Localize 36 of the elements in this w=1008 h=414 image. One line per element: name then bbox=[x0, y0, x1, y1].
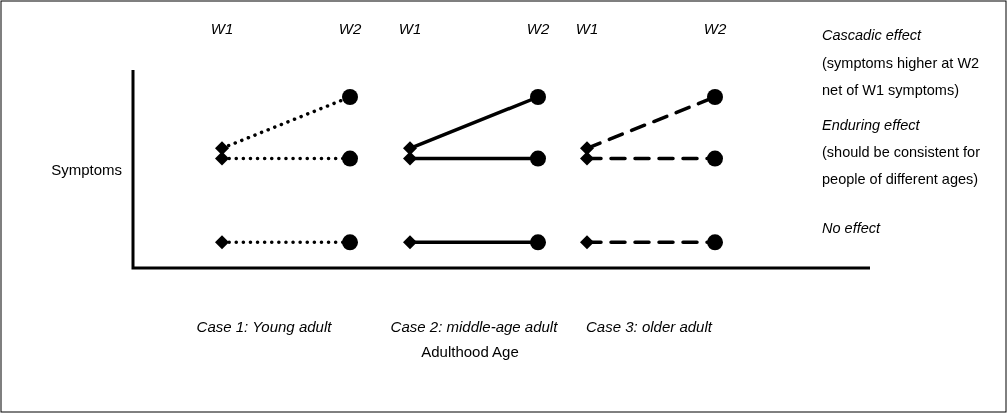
annotation: Enduring effect bbox=[822, 117, 921, 133]
point bbox=[342, 150, 358, 167]
point bbox=[403, 151, 417, 166]
x-axis-title: Case 1: Young adult bbox=[196, 318, 333, 335]
point bbox=[530, 89, 546, 105]
text: (symptoms higher at W2 bbox=[822, 55, 980, 71]
point bbox=[215, 235, 229, 250]
point bbox=[707, 89, 723, 105]
point bbox=[342, 234, 358, 251]
annotation: (should be consistent for bbox=[822, 144, 981, 160]
point bbox=[580, 141, 594, 156]
point bbox=[707, 150, 723, 167]
x-tick-label: W1 bbox=[210, 20, 234, 37]
point bbox=[215, 141, 229, 156]
annotation: people of different ages) bbox=[822, 171, 979, 187]
point bbox=[530, 234, 546, 251]
y-axis-title: Symptoms bbox=[51, 161, 122, 178]
point bbox=[342, 89, 358, 105]
annotation: No effect bbox=[822, 220, 881, 236]
x-axis-title: Case 2: middle-age adult bbox=[390, 318, 559, 335]
point bbox=[707, 234, 723, 251]
point bbox=[403, 235, 417, 250]
point bbox=[403, 141, 417, 156]
annotation: net of W1 symptoms) bbox=[822, 82, 959, 98]
point bbox=[215, 151, 229, 166]
x-tick-label: W1 bbox=[398, 20, 422, 37]
text: Cascadic effect bbox=[822, 27, 923, 43]
x-axis-title: Case 3: older adult bbox=[586, 318, 713, 335]
text: Adulthood Age bbox=[421, 343, 519, 360]
x-tick-label: W2 bbox=[338, 20, 362, 37]
point bbox=[580, 151, 594, 166]
x-tick-label: W1 bbox=[575, 20, 599, 37]
point bbox=[530, 150, 546, 167]
x-tick-label: W2 bbox=[526, 20, 550, 37]
x-tick-label: W2 bbox=[703, 20, 727, 37]
point bbox=[580, 235, 594, 250]
